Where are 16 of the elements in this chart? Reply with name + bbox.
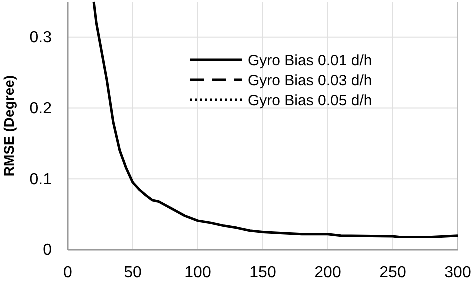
x-tick-label: 250: [380, 264, 406, 282]
x-tick-label: 300: [444, 264, 472, 282]
legend-label: Gyro Bias 0.05 d/h: [248, 92, 372, 110]
x-tick-label: 200: [314, 264, 342, 282]
y-axis-title: RMSE (Degree): [1, 75, 17, 177]
x-tick-label: 0: [64, 264, 73, 282]
x-tick-label: 100: [184, 264, 212, 282]
legend-label: Gyro Bias 0.01 d/h: [248, 52, 372, 70]
x-tick-label: 150: [250, 264, 276, 282]
x-tick-label: 50: [124, 264, 142, 282]
y-tick-label: 0.3: [30, 30, 52, 47]
y-tick-label: 0.2: [30, 100, 52, 118]
line-series: [92, 0, 460, 238]
y-tick-label: 0.1: [30, 171, 52, 188]
legend-label: Gyro Bias 0.03 d/h: [248, 72, 372, 90]
y-tick-label: 0: [43, 242, 52, 260]
